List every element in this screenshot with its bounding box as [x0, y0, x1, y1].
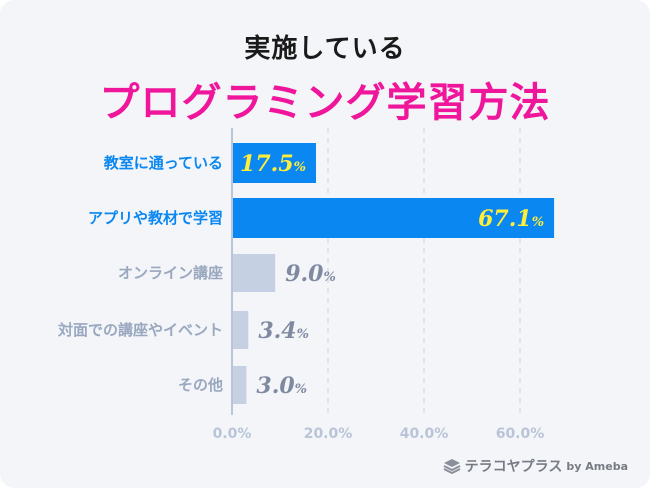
chart-title-line1: 実施している	[244, 34, 406, 64]
x-tick-label: 40.0%	[400, 426, 449, 442]
bar	[233, 366, 247, 404]
bar	[233, 143, 316, 183]
bar	[233, 198, 555, 238]
x-tick-label: 20.0%	[304, 426, 353, 442]
stack-icon	[443, 459, 461, 474]
brand-logo: テラコヤプラス by Ameba	[443, 456, 628, 476]
category-label: その他	[178, 376, 223, 394]
value-label: 9.0%	[285, 261, 336, 287]
category-label: オンライン講座	[118, 264, 223, 282]
category-label: 教室に通っている	[103, 154, 223, 172]
x-tick-label: 0.0%	[213, 426, 252, 442]
value-label: 3.4%	[258, 318, 309, 344]
category-label: アプリや教材で学習	[88, 209, 223, 227]
brand-name: テラコヤプラス	[464, 459, 563, 475]
bar	[233, 254, 276, 292]
chart-title-line2: プログラミング学習方法	[99, 80, 551, 126]
bar	[233, 311, 249, 349]
x-tick-label: 60.0%	[496, 426, 545, 442]
value-label: 17.5%	[240, 151, 306, 177]
value-label: 3.0%	[256, 373, 307, 399]
value-label: 67.1%	[478, 206, 544, 232]
brand-byline: by Ameba	[566, 459, 628, 473]
category-label: 対面での講座やイベント	[57, 321, 223, 339]
